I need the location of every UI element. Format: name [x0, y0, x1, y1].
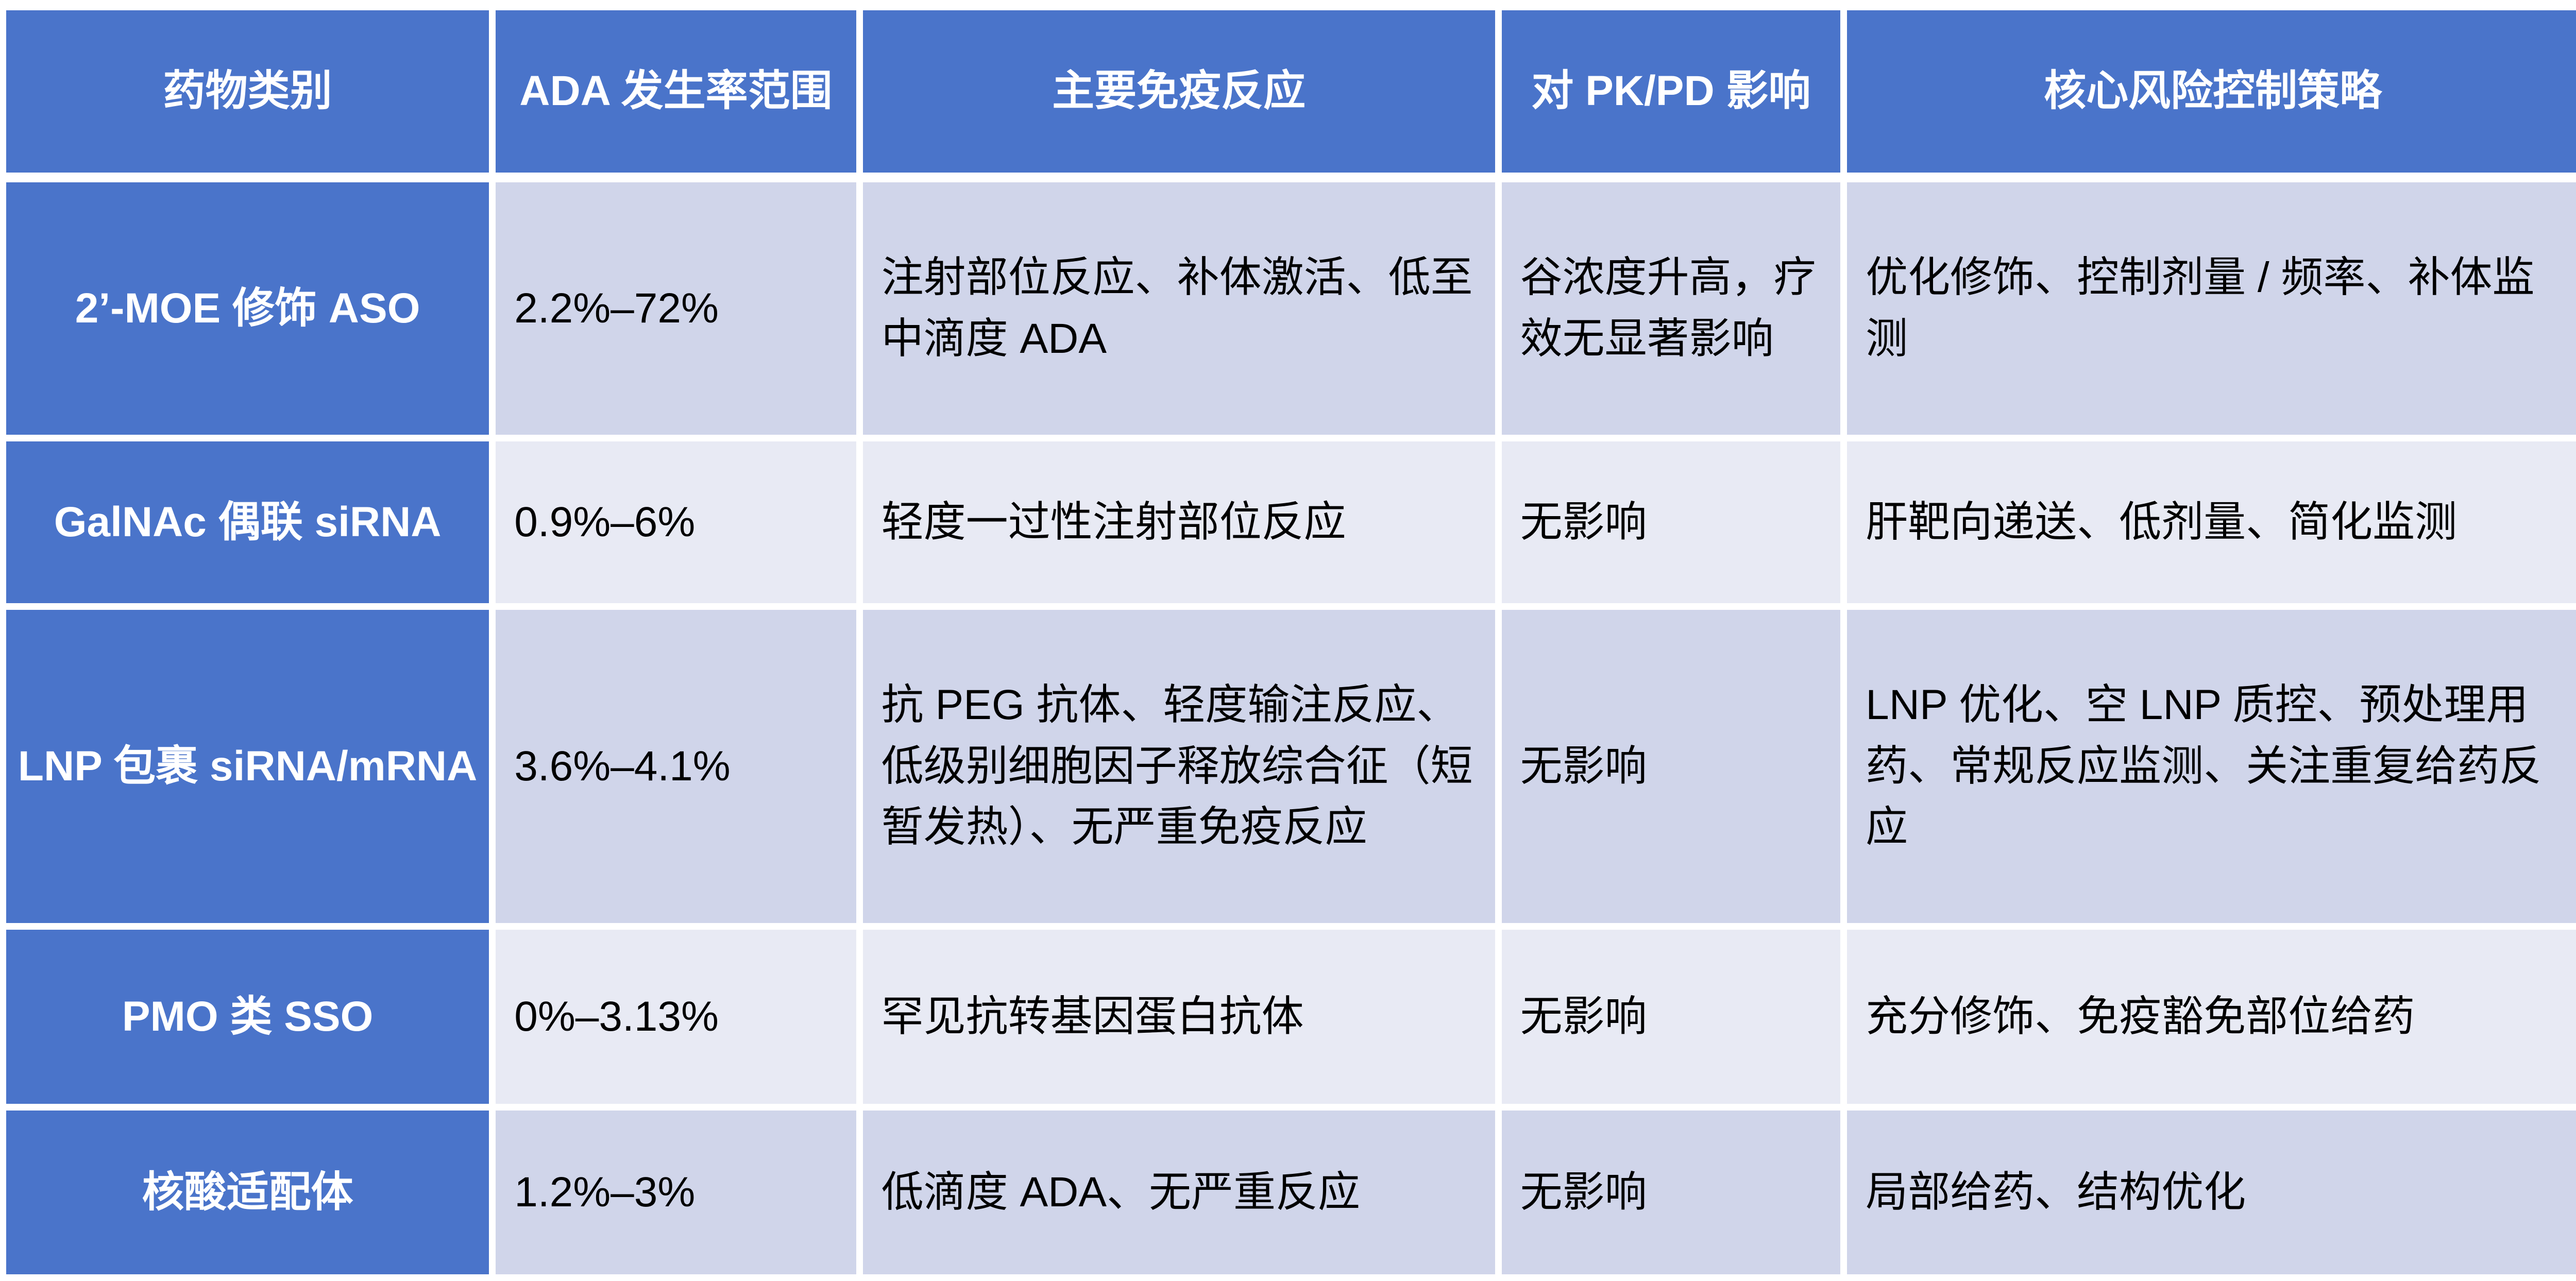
- risk-comparison-table: 药物类别 ADA 发生率范围 主要免疫反应 对 PK/PD 影响 核心风险控制策…: [6, 10, 2576, 1281]
- row3-pkpd-impact-cell: 无影响: [1501, 610, 1841, 923]
- row3-immune-response-cell: 抗 PEG 抗体、轻度输注反应、低级别细胞因子释放综合征（短暂发热）、无严重免疫…: [862, 610, 1495, 923]
- row5-pkpd-impact-cell: 无影响: [1501, 1111, 1841, 1274]
- row1-pkpd-impact-cell: 谷浓度升高，疗效无显著影响: [1501, 182, 1841, 435]
- table-row-galnac-sirna: GalNAc 偶联 siRNA 0.9%–6% 轻度一过性注射部位反应 无影响 …: [6, 441, 2576, 603]
- row3-ada-rate-cell: 3.6%–4.1%: [496, 610, 856, 923]
- table-row-lnp-sirna-mrna: LNP 包裹 siRNA/mRNA 3.6%–4.1% 抗 PEG 抗体、轻度输…: [6, 610, 2576, 923]
- row4-risk-strategy-cell: 充分修饰、免疫豁免部位给药: [1847, 930, 2576, 1104]
- header-cell-immune-response: 主要免疫反应: [862, 10, 1495, 173]
- row4-immune-response-cell: 罕见抗转基因蛋白抗体: [862, 930, 1495, 1104]
- row5-immune-response-cell: 低滴度 ADA、无严重反应: [862, 1111, 1495, 1274]
- row5-ada-rate-cell: 1.2%–3%: [496, 1111, 856, 1274]
- row1-immune-response-cell: 注射部位反应、补体激活、低至中滴度 ADA: [862, 182, 1495, 435]
- table-header-row: 药物类别 ADA 发生率范围 主要免疫反应 对 PK/PD 影响 核心风险控制策…: [6, 10, 2576, 173]
- row5-risk-strategy-cell: 局部给药、结构优化: [1847, 1111, 2576, 1274]
- row4-pkpd-impact-cell: 无影响: [1501, 930, 1841, 1104]
- header-cell-pkpd-impact: 对 PK/PD 影响: [1501, 10, 1841, 173]
- row2-pkpd-impact-cell: 无影响: [1501, 441, 1841, 603]
- row4-ada-rate-cell: 0%–3.13%: [496, 930, 856, 1104]
- header-cell-drug-category: 药物类别: [6, 10, 489, 173]
- row3-category-cell: LNP 包裹 siRNA/mRNA: [6, 610, 489, 923]
- row2-category-cell: GalNAc 偶联 siRNA: [6, 441, 489, 603]
- table-row-aptamer: 核酸适配体 1.2%–3% 低滴度 ADA、无严重反应 无影响 局部给药、结构优…: [6, 1111, 2576, 1274]
- row1-ada-rate-cell: 2.2%–72%: [496, 182, 856, 435]
- row5-category-cell: 核酸适配体: [6, 1111, 489, 1274]
- row1-risk-strategy-cell: 优化修饰、控制剂量 / 频率、补体监测: [1847, 182, 2576, 435]
- header-cell-ada-rate-range: ADA 发生率范围: [496, 10, 856, 173]
- header-cell-risk-strategy: 核心风险控制策略: [1847, 10, 2576, 173]
- row2-risk-strategy-cell: 肝靶向递送、低剂量、简化监测: [1847, 441, 2576, 603]
- table-row-moe-aso: 2’-MOE 修饰 ASO 2.2%–72% 注射部位反应、补体激活、低至中滴度…: [6, 182, 2576, 435]
- row2-ada-rate-cell: 0.9%–6%: [496, 441, 856, 603]
- row4-category-cell: PMO 类 SSO: [6, 930, 489, 1104]
- row3-risk-strategy-cell: LNP 优化、空 LNP 质控、预处理用药、常规反应监测、关注重复给药反应: [1847, 610, 2576, 923]
- row1-category-cell: 2’-MOE 修饰 ASO: [6, 182, 489, 435]
- row2-immune-response-cell: 轻度一过性注射部位反应: [862, 441, 1495, 603]
- table-row-pmo-sso: PMO 类 SSO 0%–3.13% 罕见抗转基因蛋白抗体 无影响 充分修饰、免…: [6, 930, 2576, 1104]
